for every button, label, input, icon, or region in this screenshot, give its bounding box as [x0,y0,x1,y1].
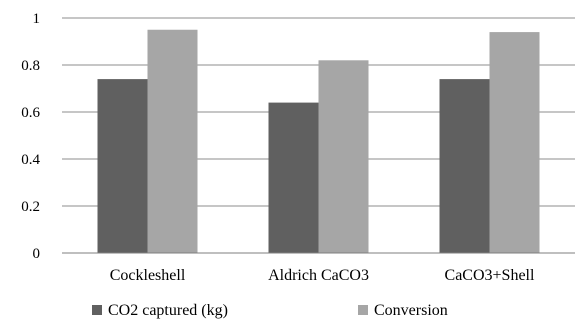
y-tick-label: 0.2 [21,199,40,215]
legend-swatch [92,305,102,315]
y-tick-label: 0.6 [21,105,40,121]
bar-conversion-cockleshell [147,29,198,253]
bar-series [97,29,540,253]
bar-co2-captured-kg-cockleshell [97,79,148,253]
legend-label: Conversion [374,302,448,319]
x-tick-label: Cockleshell [110,267,186,284]
x-axis-tick-labels: Cockleshell Aldrich CaCO3 CaCO3+Shell [110,267,535,284]
legend-label: CO2 captured (kg) [108,302,228,319]
bar-co2-captured-kg-caco3-shell [439,79,490,253]
x-tick-label: CaCO3+Shell [445,267,535,284]
bar-conversion-aldrich-caco3 [318,60,369,253]
x-tick-label: Aldrich CaCO3 [268,267,369,284]
y-tick-label: 0.8 [21,58,40,74]
bar-conversion-caco3-shell [489,32,540,253]
y-tick-label: 1 [33,11,41,27]
y-tick-label: 0 [33,246,41,262]
legend: CO2 captured (kg) Conversion [92,302,448,319]
y-tick-label: 0.4 [21,152,40,168]
bar-co2-captured-kg-aldrich-caco3 [268,102,319,253]
y-axis-tick-labels: 0 0.2 0.4 0.6 0.8 1 [21,11,40,262]
legend-swatch [358,305,368,315]
